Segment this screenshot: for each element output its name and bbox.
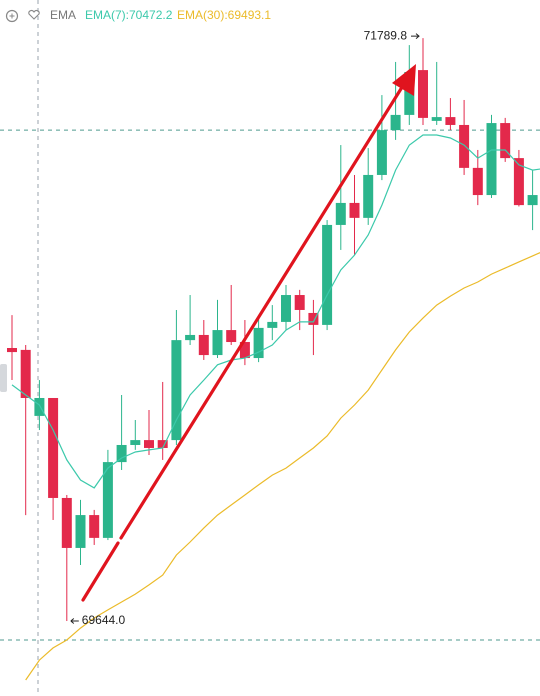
candle-body bbox=[48, 397, 59, 498]
candle-body bbox=[20, 349, 31, 398]
candle-body bbox=[322, 224, 333, 325]
candle-body bbox=[308, 312, 319, 325]
ema-line bbox=[25, 252, 540, 681]
candle-body bbox=[459, 124, 470, 168]
candle-body bbox=[418, 70, 428, 118]
legend-icons bbox=[5, 9, 40, 23]
legend-label: EMA bbox=[50, 8, 76, 22]
candle-body bbox=[198, 334, 209, 356]
candle-body bbox=[171, 340, 182, 441]
candle-body bbox=[445, 117, 456, 125]
annotation-arrow bbox=[411, 33, 420, 39]
candle-body bbox=[144, 440, 154, 448]
toolbar-edge bbox=[0, 0, 540, 6]
candle-body bbox=[349, 202, 360, 218]
candle-body bbox=[281, 295, 291, 322]
candle-body bbox=[253, 327, 264, 359]
candle-body bbox=[89, 515, 100, 538]
legend-entry: EMA(30):69493.1 bbox=[177, 8, 271, 22]
candle-body bbox=[267, 321, 278, 328]
candle-body bbox=[294, 295, 305, 310]
plot-area: 71789.8 69644.0 bbox=[0, 28, 540, 681]
candle-body bbox=[212, 330, 223, 356]
candle-body bbox=[239, 342, 250, 359]
candle-body bbox=[34, 397, 45, 416]
candle-body bbox=[335, 202, 346, 225]
candle-body bbox=[130, 440, 141, 445]
candle-body bbox=[472, 167, 483, 196]
candle-body bbox=[527, 195, 538, 206]
candle-body bbox=[500, 123, 511, 159]
drawn-arrow bbox=[81, 64, 416, 602]
legend-entry: EMA(7):70472.2 bbox=[85, 8, 173, 22]
price-annotation: 69644.0 bbox=[82, 613, 126, 627]
candle-body bbox=[486, 123, 497, 196]
ema-line bbox=[11, 134, 540, 489]
candle-body bbox=[61, 497, 72, 548]
candle-body bbox=[116, 444, 127, 463]
candle-body bbox=[404, 71, 415, 115]
candle-body bbox=[75, 515, 86, 548]
candle-body bbox=[513, 158, 524, 206]
candle-body bbox=[185, 334, 196, 341]
candle-body bbox=[157, 440, 168, 448]
candle-body bbox=[431, 117, 442, 121]
candle-body bbox=[390, 114, 401, 131]
candle-body bbox=[226, 330, 237, 343]
candle-body bbox=[102, 462, 113, 538]
annotation-arrow bbox=[70, 618, 79, 624]
candle-body bbox=[376, 130, 387, 175]
candle-body bbox=[7, 348, 17, 353]
side-handle[interactable] bbox=[0, 364, 7, 392]
candle-body bbox=[363, 174, 374, 218]
price-annotation: 71789.8 bbox=[364, 28, 408, 42]
